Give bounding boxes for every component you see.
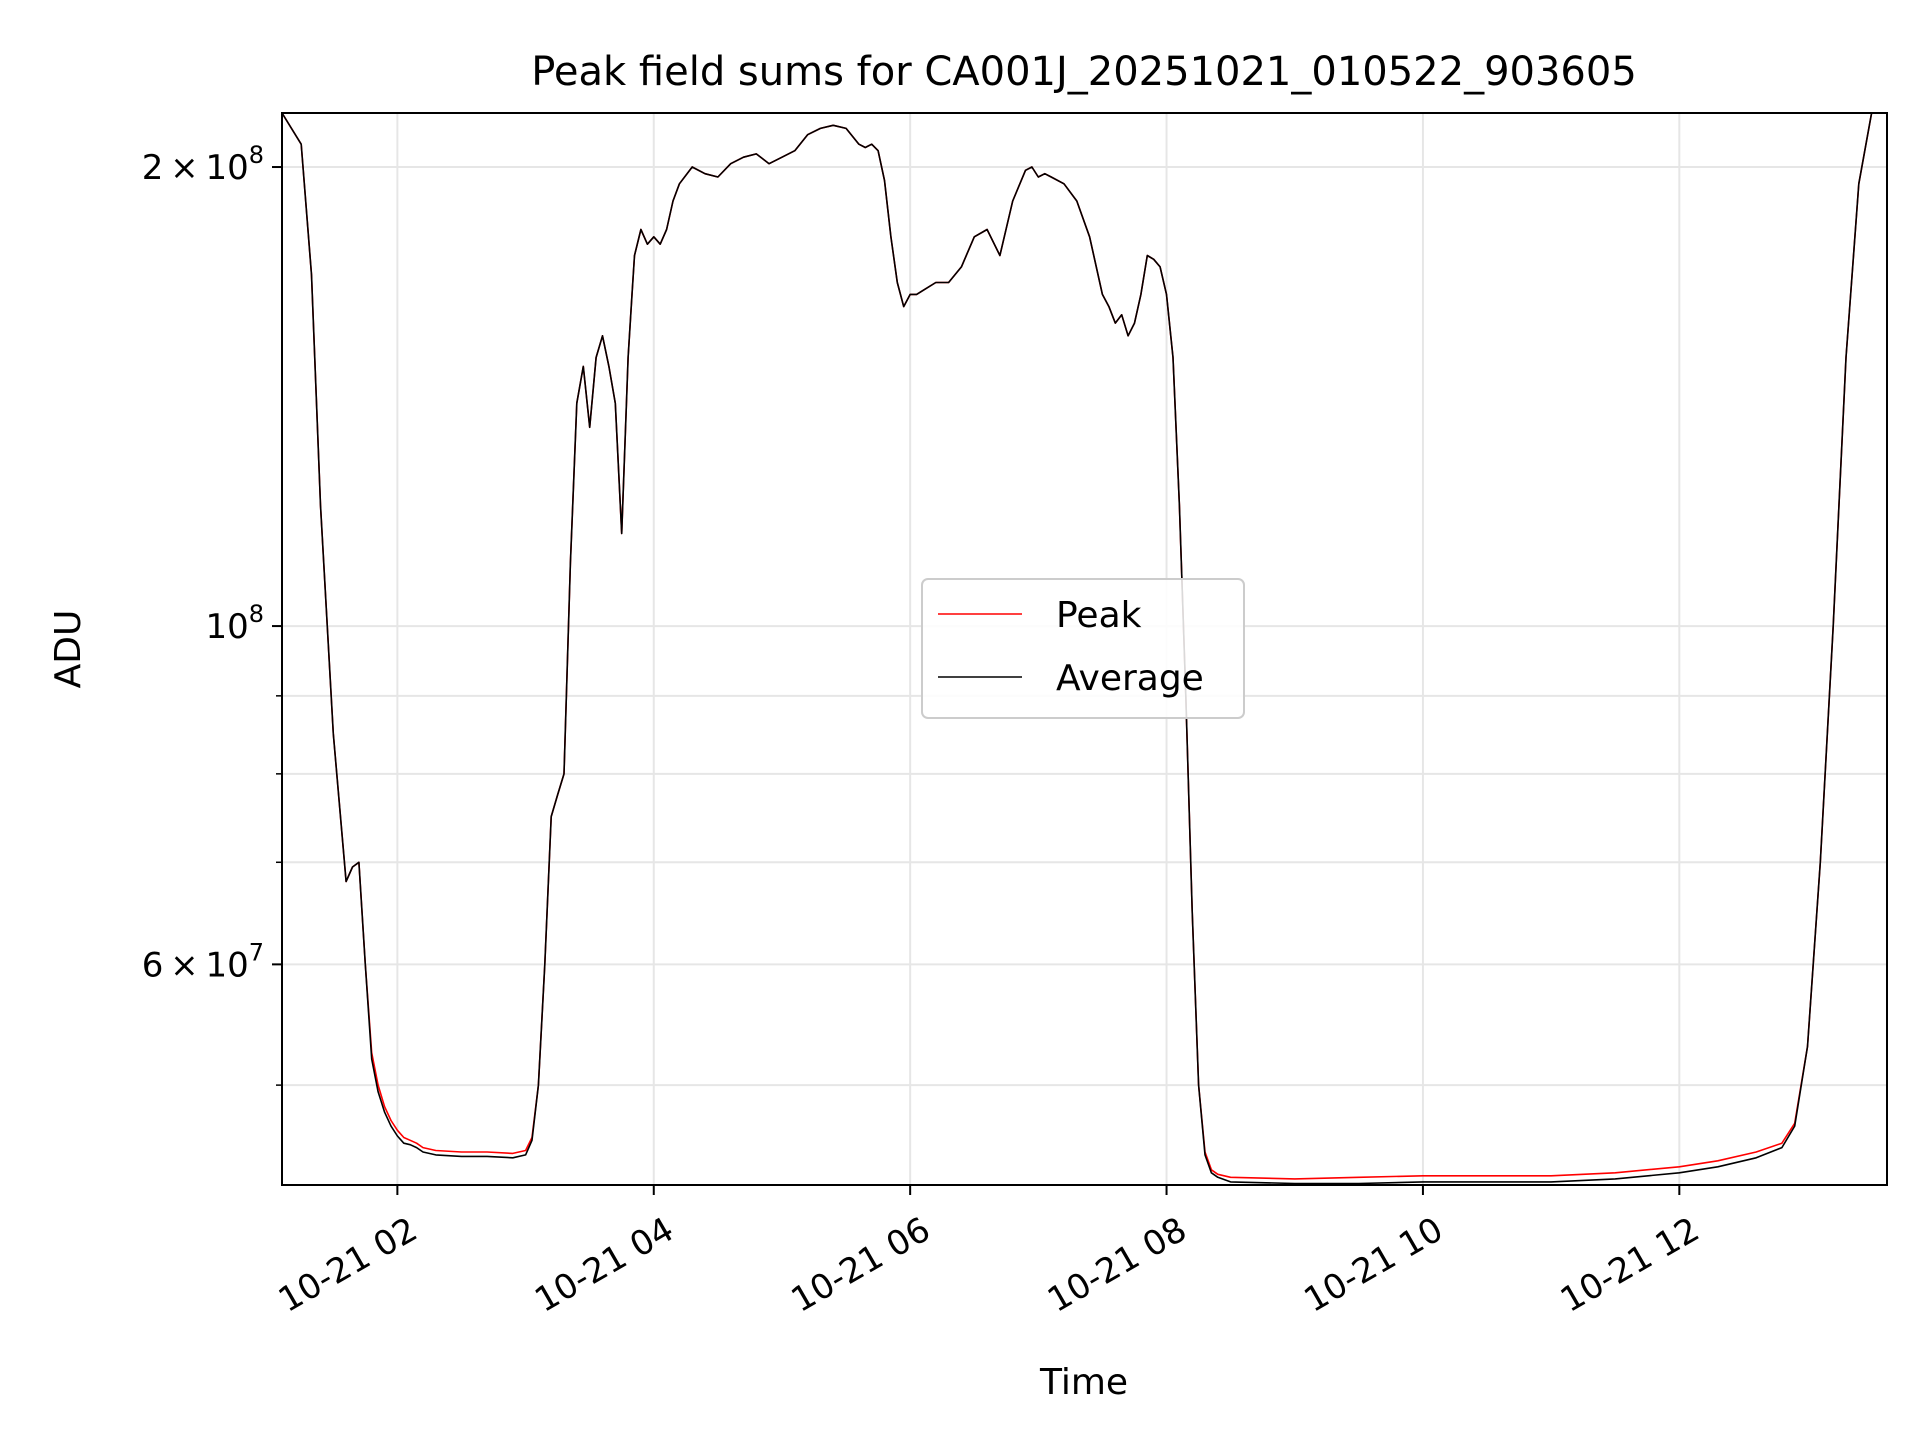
y-tick-label: 6 × 107 bbox=[142, 938, 264, 985]
plot-frame bbox=[281, 112, 1888, 1186]
series-layer bbox=[282, 113, 1887, 1185]
y-axis-label: ADU bbox=[48, 610, 89, 689]
legend: Peak Average bbox=[921, 578, 1245, 719]
chart-title: Peak field sums for CA001J_20251021_0105… bbox=[531, 49, 1637, 95]
average-series-line bbox=[282, 113, 1887, 1185]
x-axis-label: Time bbox=[1039, 1362, 1128, 1403]
legend-peak-label: Peak bbox=[1056, 595, 1142, 636]
y-tick-label: 108 bbox=[205, 600, 264, 647]
y-tick-label: 2 × 108 bbox=[142, 141, 264, 188]
legend-average-label: Average bbox=[1056, 658, 1204, 699]
